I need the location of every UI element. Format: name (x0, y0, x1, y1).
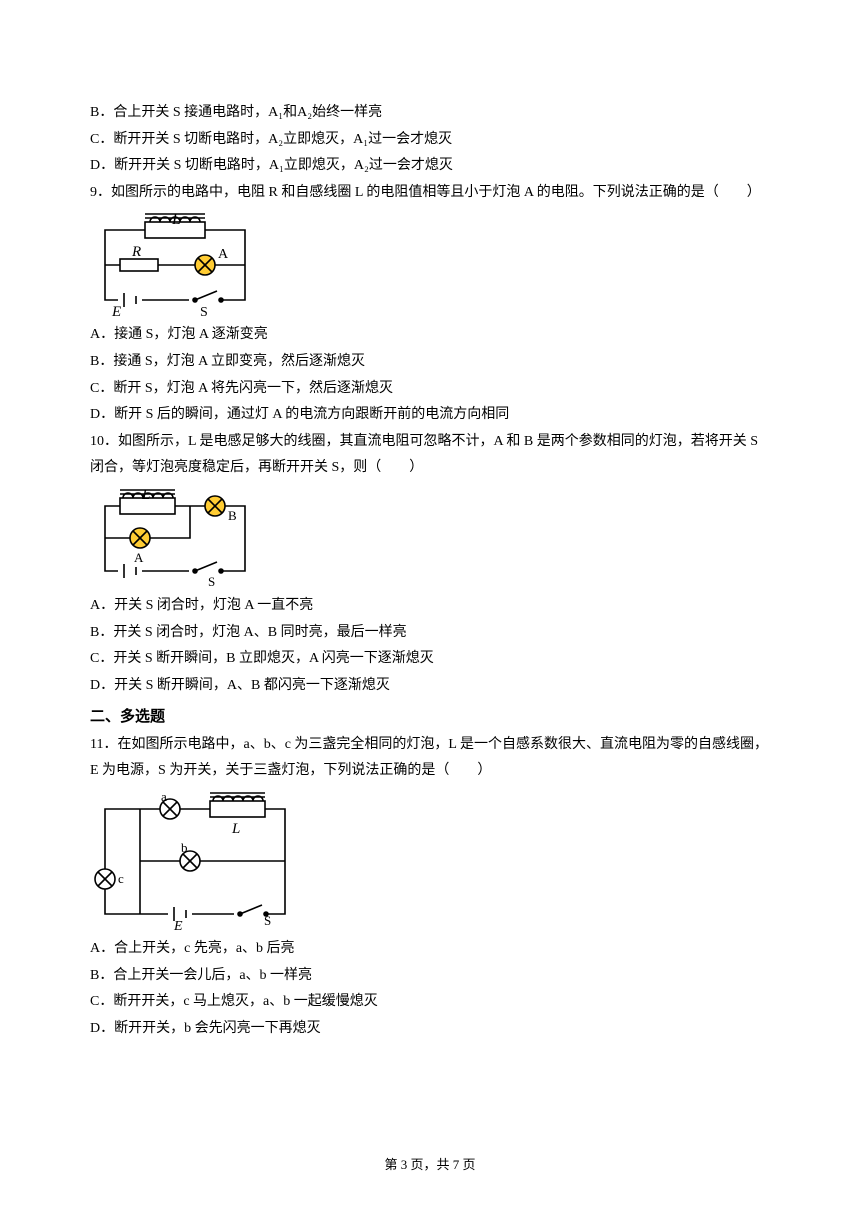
q10-stem: 10．如图所示，L 是电感足够大的线圈，其直流电阻可忽略不计，A 和 B 是两个… (90, 429, 770, 482)
q10-option-b: B．开关 S 闭合时，灯泡 A、B 同时亮，最后一样亮 (90, 620, 770, 647)
q11-label-a: a (161, 789, 167, 804)
q10-label-L: L (141, 487, 150, 503)
q9-option-d: D．断开 S 后的瞬间，通过灯 A 的电流方向跟断开前的电流方向相同 (90, 402, 770, 429)
q10-label-S: S (208, 574, 215, 589)
q10-label-A: A (134, 550, 144, 565)
q9-label-R: R (131, 244, 141, 260)
q9-label-A: A (218, 247, 229, 262)
q10-label-B: B (228, 508, 237, 523)
q11-label-b: b (181, 840, 188, 855)
q10-option-a: A．开关 S 闭合时，灯泡 A 一直不亮 (90, 593, 770, 620)
q8-option-c: C．断开开关 S 切断电路时，A₂立即熄灭，A₁过一会才熄灭 (90, 127, 770, 154)
q11-label-S: S (264, 913, 271, 928)
q11-option-c: C．断开开关，c 马上熄灭，a、b 一起缓慢熄灭 (90, 989, 770, 1016)
q11-option-a: A．合上开关，c 先亮，a、b 后亮 (90, 936, 770, 963)
q9-option-c: C．断开 S，灯泡 A 将先闪亮一下，然后逐渐熄灭 (90, 376, 770, 403)
section-2-header: 二、多选题 (90, 703, 770, 732)
q9-option-b: B．接通 S，灯泡 A 立即变亮，然后逐渐熄灭 (90, 349, 770, 376)
q11-option-d: D．断开开关，b 会先闪亮一下再熄灭 (90, 1016, 770, 1043)
page-footer: 第 3 页，共 7 页 (0, 1153, 860, 1178)
q8-option-d: D．断开开关 S 切断电路时，A₁立即熄灭，A₂过一会才熄灭 (90, 153, 770, 180)
q9-label-E: E (111, 304, 121, 320)
q11-label-E: E (173, 919, 183, 934)
q10-option-c: C．开关 S 断开瞬间，B 立即熄灭，A 闪亮一下逐渐熄灭 (90, 646, 770, 673)
q10-circuit: L B A S (90, 486, 260, 591)
q11-label-c: c (118, 871, 124, 886)
q11-circuit: a L b c E S (90, 789, 300, 934)
q11-option-b: B．合上开关一会儿后，a、b 一样亮 (90, 963, 770, 990)
q9-label-S: S (200, 305, 208, 320)
q9-label-L: L (171, 211, 181, 228)
q9-circuit: L R A E S (90, 210, 260, 320)
q9-stem: 9．如图所示的电路中，电阻 R 和自感线圈 L 的电阻值相等且小于灯泡 A 的电… (90, 180, 770, 207)
q11-label-L: L (231, 821, 240, 837)
q9-option-a: A．接通 S，灯泡 A 逐渐变亮 (90, 322, 770, 349)
q8-option-b: B．合上开关 S 接通电路时，A₁和A₂始终一样亮 (90, 100, 770, 127)
q11-stem: 11．在如图所示电路中，a、b、c 为三盏完全相同的灯泡，L 是一个自感系数很大… (90, 732, 770, 785)
q10-option-d: D．开关 S 断开瞬间，A、B 都闪亮一下逐渐熄灭 (90, 673, 770, 700)
